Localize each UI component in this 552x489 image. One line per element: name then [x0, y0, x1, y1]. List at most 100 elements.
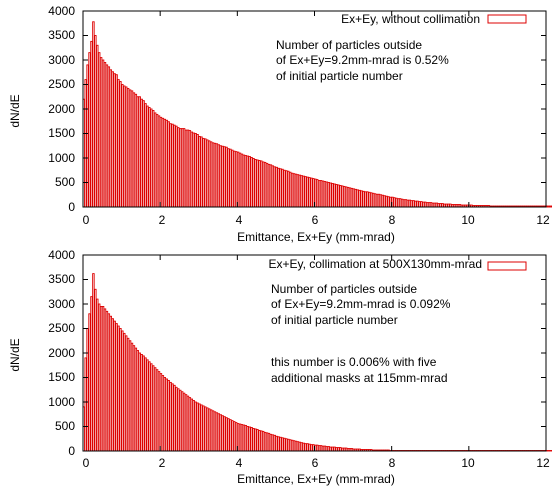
histogram-bar: [97, 45, 99, 207]
histogram-bar: [330, 447, 332, 451]
histogram-bar: [367, 192, 369, 207]
histogram-bar: [193, 133, 195, 207]
histogram-bar: [220, 146, 222, 207]
y-tick-label: 0: [68, 200, 75, 214]
histogram-bar: [365, 192, 367, 207]
histogram-bar: [289, 172, 291, 207]
histogram-bar: [266, 433, 268, 451]
histogram-bar: [98, 304, 100, 451]
histogram-bar: [120, 329, 122, 452]
histogram-bar: [270, 165, 272, 207]
histogram-bar: [353, 189, 355, 207]
histogram-bar: [253, 158, 255, 207]
histogram-bar: [178, 389, 180, 451]
histogram-bar: [191, 132, 193, 207]
x-tick-label: 8: [389, 213, 396, 227]
histogram-bar: [318, 446, 320, 451]
histogram-bar: [345, 187, 347, 207]
histogram-bar: [201, 137, 203, 207]
histogram-bar: [226, 147, 228, 207]
y-axis-label: dN/dE: [8, 94, 22, 127]
histogram-bar: [108, 314, 110, 451]
x-tick-label: 12: [536, 213, 550, 227]
histogram-bar: [272, 166, 274, 207]
histogram-bar: [363, 191, 365, 207]
histogram-bar: [245, 426, 247, 451]
histogram-bar: [390, 197, 392, 207]
histogram-bar: [178, 128, 180, 207]
histogram-bar: [326, 182, 328, 207]
histogram-bar: [125, 336, 127, 451]
y-tick-labels: 0 500 1000 1500 2000 2500 3000 3500 4000: [48, 248, 75, 458]
histogram-bar: [309, 444, 311, 451]
histogram-bar: [388, 197, 390, 207]
histogram-bar: [328, 447, 330, 451]
histogram-bar: [228, 419, 230, 451]
histogram-bar: [251, 158, 253, 207]
histogram-bar: [399, 199, 401, 207]
histogram-bar: [430, 203, 432, 207]
y-tick-label: 3000: [48, 297, 75, 311]
y-axis-label: dN/dE: [8, 338, 22, 371]
histogram-bar: [289, 440, 291, 451]
histogram-bar: [303, 176, 305, 207]
histogram-bar: [284, 438, 286, 451]
histogram-bar: [322, 446, 324, 451]
histogram-bar: [87, 65, 89, 207]
histogram-bar: [266, 163, 268, 207]
histogram-bar: [232, 150, 234, 207]
histogram-bar: [220, 415, 222, 451]
histogram-bar: [307, 177, 309, 207]
histogram-bar: [413, 201, 415, 207]
histogram-bar: [166, 120, 168, 207]
histogram-bar: [259, 160, 261, 207]
histogram-bar: [93, 22, 95, 207]
histogram-bar: [340, 448, 342, 451]
histogram-bar: [374, 194, 376, 207]
histogram-bar: [151, 109, 153, 207]
histogram-bar: [419, 202, 421, 207]
histogram-bar: [324, 446, 326, 451]
histogram-bar: [291, 440, 293, 451]
histogram-bar: [100, 306, 102, 451]
legend-swatch: [488, 15, 526, 23]
histogram-bar: [122, 85, 124, 208]
histogram-bar: [205, 407, 207, 451]
histogram-bar: [359, 190, 361, 207]
histogram-bar: [241, 425, 243, 451]
histogram-bar: [145, 104, 147, 207]
histogram-bar: [322, 181, 324, 207]
histogram-bar: [91, 297, 93, 451]
histogram-bar: [149, 108, 151, 207]
histogram-bar: [216, 144, 218, 207]
histogram-bar: [233, 422, 235, 451]
histogram-bar: [286, 439, 288, 451]
histogram-bar: [361, 191, 363, 207]
annotation-line: of initial particle number: [271, 313, 398, 327]
histogram-bar: [440, 204, 442, 207]
histogram-bar: [336, 184, 338, 207]
histogram-bar: [110, 316, 112, 451]
histogram-bar: [176, 387, 178, 451]
histogram-bar: [89, 53, 91, 207]
histogram-bar: [189, 398, 191, 451]
histogram-bar: [143, 101, 145, 207]
histogram-bar: [372, 193, 374, 207]
histogram-bar: [179, 390, 181, 451]
histogram-bar: [154, 368, 156, 451]
histogram-bar: [230, 149, 232, 207]
histogram-bar: [311, 445, 313, 451]
histogram-bar: [127, 88, 129, 207]
histogram-bar: [262, 162, 264, 207]
histogram-bar: [243, 155, 245, 207]
x-tick-label: 2: [159, 213, 166, 227]
x-tick-label: 10: [461, 456, 475, 470]
histogram-bar: [386, 196, 388, 207]
histogram-bar: [226, 418, 228, 451]
histogram-bar: [255, 159, 257, 207]
histogram-bar: [301, 443, 303, 451]
histogram-bar: [293, 441, 295, 451]
histogram-bar: [338, 185, 340, 207]
histogram-bar: [222, 416, 224, 451]
histogram-bar: [394, 198, 396, 207]
